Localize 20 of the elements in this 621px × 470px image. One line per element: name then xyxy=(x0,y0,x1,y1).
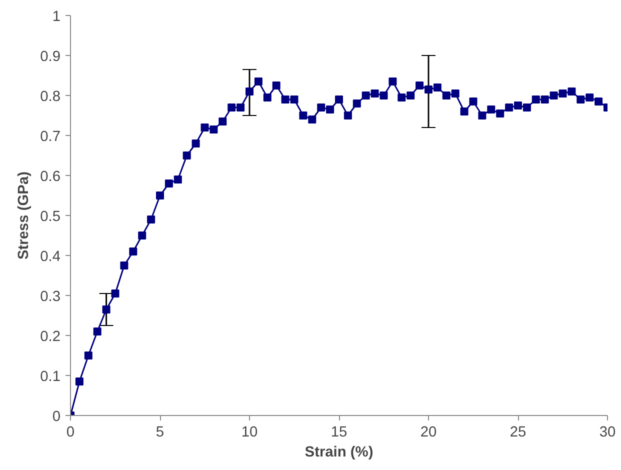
x-tick-label: 0 xyxy=(66,424,75,440)
y-tick-label: 0.3 xyxy=(40,289,60,305)
y-tick-label: 0.9 xyxy=(40,49,60,65)
y-tick-label: 0.8 xyxy=(40,89,60,105)
x-tick-label: 10 xyxy=(241,424,258,440)
y-tick-label: 0 xyxy=(52,409,61,425)
y-tick-label: 0.4 xyxy=(40,249,60,265)
x-tick-label: 30 xyxy=(599,424,616,440)
y-tick-label: 0.1 xyxy=(40,369,60,385)
y-tick-label: 1 xyxy=(52,9,61,25)
y-tick-label: 0.7 xyxy=(40,129,60,145)
x-tick-label: 15 xyxy=(330,424,348,440)
x-tick-label: 25 xyxy=(510,424,526,440)
x-tick-label: 20 xyxy=(420,424,437,440)
x-tick-label: 5 xyxy=(156,424,164,440)
x-axis-title: Strain (%) xyxy=(304,444,374,460)
y-tick-label: 0.6 xyxy=(40,169,60,185)
y-tick-label: 0.2 xyxy=(40,329,60,345)
y-axis-title: Stress (GPa) xyxy=(16,171,32,260)
y-tick-label: 0.5 xyxy=(40,209,60,225)
